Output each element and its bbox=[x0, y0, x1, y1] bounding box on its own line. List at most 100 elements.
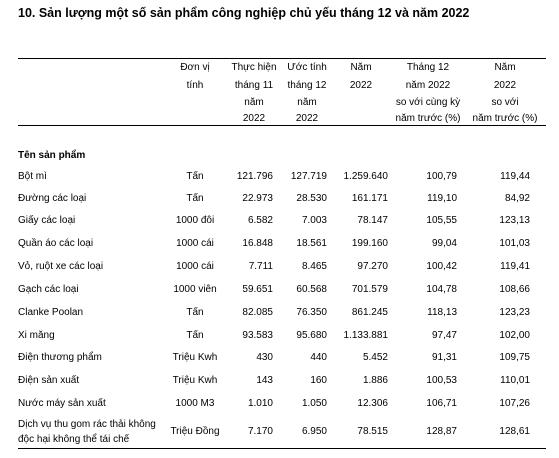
value-cell: 84,92 bbox=[504, 193, 530, 204]
value-cell: 123,13 bbox=[499, 215, 530, 226]
row-label: Điện sản xuất bbox=[18, 375, 80, 386]
header-cell: so với bbox=[491, 97, 519, 108]
header-cell: tháng 12 bbox=[287, 80, 327, 91]
header-cell: Ước tính bbox=[287, 62, 327, 73]
row-label: Giấy các loại bbox=[18, 215, 76, 226]
unit-cell: Triệu Đồng bbox=[170, 426, 220, 437]
value-cell: 430 bbox=[256, 352, 273, 363]
value-cell: 100,79 bbox=[426, 171, 457, 182]
value-cell: 1.133.881 bbox=[343, 330, 389, 341]
value-cell: 28.530 bbox=[296, 193, 327, 204]
header-cell: so với cùng kỳ bbox=[395, 97, 461, 108]
value-cell: 105,55 bbox=[426, 215, 457, 226]
header-cell: Năm bbox=[494, 62, 516, 73]
header-cell: Tháng 12 bbox=[406, 62, 450, 73]
value-cell: 82.085 bbox=[242, 307, 273, 318]
header-cell: tính bbox=[186, 80, 204, 91]
value-cell: 119,41 bbox=[500, 261, 530, 272]
value-cell: 12.306 bbox=[357, 398, 388, 409]
value-cell: 97,47 bbox=[431, 330, 457, 341]
value-cell: 118,13 bbox=[427, 307, 457, 318]
value-cell: 16.848 bbox=[242, 238, 273, 249]
value-cell: 7.711 bbox=[248, 261, 273, 272]
value-cell: 1.886 bbox=[362, 375, 388, 386]
rule bbox=[18, 125, 546, 126]
value-cell: 861.245 bbox=[351, 307, 388, 318]
row-label: Dịch vụ thu gom rác thải không bbox=[18, 418, 156, 430]
value-cell: 110,01 bbox=[500, 375, 530, 386]
value-cell: 123,23 bbox=[499, 307, 530, 318]
header-cell: 2022 bbox=[295, 113, 319, 124]
value-cell: 76.350 bbox=[296, 307, 327, 318]
row-label: Vỏ, ruột xe các loại bbox=[18, 261, 104, 272]
value-cell: 6.582 bbox=[247, 215, 273, 226]
header-cell: năm trước (%) bbox=[395, 113, 461, 124]
value-cell: 18.561 bbox=[296, 238, 327, 249]
row-label: Xi măng bbox=[18, 330, 55, 341]
section-label: Tên sản phẩm bbox=[18, 150, 86, 161]
row-label: Quần áo các loại bbox=[18, 238, 94, 249]
value-cell: 106,71 bbox=[426, 398, 457, 409]
unit-cell: Tấn bbox=[186, 171, 204, 182]
unit-cell: Triệu Kwh bbox=[172, 352, 218, 363]
value-cell: 22.973 bbox=[242, 193, 273, 204]
value-cell: 100,42 bbox=[426, 261, 457, 272]
value-cell: 5.452 bbox=[362, 352, 388, 363]
value-cell: 97.270 bbox=[357, 261, 388, 272]
header-cell: tháng 11 bbox=[234, 80, 274, 91]
header-cell: năm trước (%) bbox=[472, 113, 538, 124]
unit-cell: 1000 đôi bbox=[175, 215, 215, 226]
value-cell: 701.579 bbox=[351, 284, 388, 295]
value-cell: 1.010 bbox=[247, 398, 273, 409]
value-cell: 119,44 bbox=[500, 171, 530, 182]
header-cell: Thực hiện bbox=[231, 62, 277, 73]
unit-cell: Tấn bbox=[186, 307, 204, 318]
value-cell: 108,66 bbox=[499, 284, 530, 295]
unit-cell: Triệu Kwh bbox=[172, 375, 218, 386]
value-cell: 99,04 bbox=[431, 238, 457, 249]
value-cell: 143 bbox=[256, 375, 273, 386]
value-cell: 102,00 bbox=[499, 330, 530, 341]
header-cell: Đơn vị bbox=[180, 62, 210, 73]
value-cell: 91,31 bbox=[431, 352, 457, 363]
unit-cell: 1000 viên bbox=[173, 284, 217, 295]
value-cell: 78.515 bbox=[357, 426, 388, 437]
value-cell: 128,61 bbox=[499, 426, 530, 437]
value-cell: 100,53 bbox=[426, 375, 457, 386]
value-cell: 104,78 bbox=[426, 284, 457, 295]
value-cell: 160 bbox=[310, 375, 327, 386]
value-cell: 101,03 bbox=[499, 238, 530, 249]
unit-cell: 1000 M3 bbox=[175, 398, 215, 409]
row-label: Điện thương phẩm bbox=[18, 352, 102, 363]
value-cell: 6.950 bbox=[301, 426, 327, 437]
header-cell: năm 2022 bbox=[405, 80, 451, 91]
row-label: Bột mì bbox=[18, 171, 47, 182]
rule bbox=[18, 448, 546, 449]
value-cell: 119,10 bbox=[427, 193, 457, 204]
value-cell: 60.568 bbox=[296, 284, 327, 295]
value-cell: 128,87 bbox=[426, 426, 457, 437]
row-label: Gạch các loại bbox=[18, 284, 79, 295]
value-cell: 109,75 bbox=[499, 352, 530, 363]
value-cell: 440 bbox=[310, 352, 327, 363]
header-cell: năm bbox=[297, 97, 317, 108]
rule bbox=[18, 58, 546, 59]
header-cell: 2022 bbox=[242, 113, 266, 124]
row-label: Đường các loại bbox=[18, 193, 87, 204]
unit-cell: Tấn bbox=[186, 193, 204, 204]
value-cell: 161.171 bbox=[351, 193, 388, 204]
unit-cell: 1000 cái bbox=[176, 261, 214, 272]
value-cell: 7.170 bbox=[247, 426, 273, 437]
value-cell: 93.583 bbox=[242, 330, 273, 341]
unit-cell: 1000 cái bbox=[176, 238, 214, 249]
value-cell: 127.719 bbox=[290, 171, 327, 182]
row-label: Clanke Poolan bbox=[18, 307, 84, 318]
value-cell: 121.796 bbox=[236, 171, 273, 182]
header-cell: năm bbox=[244, 97, 264, 108]
value-cell: 107,26 bbox=[499, 398, 530, 409]
value-cell: 8.465 bbox=[301, 261, 327, 272]
value-cell: 1.050 bbox=[301, 398, 327, 409]
header-cell: 2022 bbox=[493, 80, 517, 91]
header-cell: Năm bbox=[350, 62, 372, 73]
value-cell: 7.003 bbox=[301, 215, 327, 226]
